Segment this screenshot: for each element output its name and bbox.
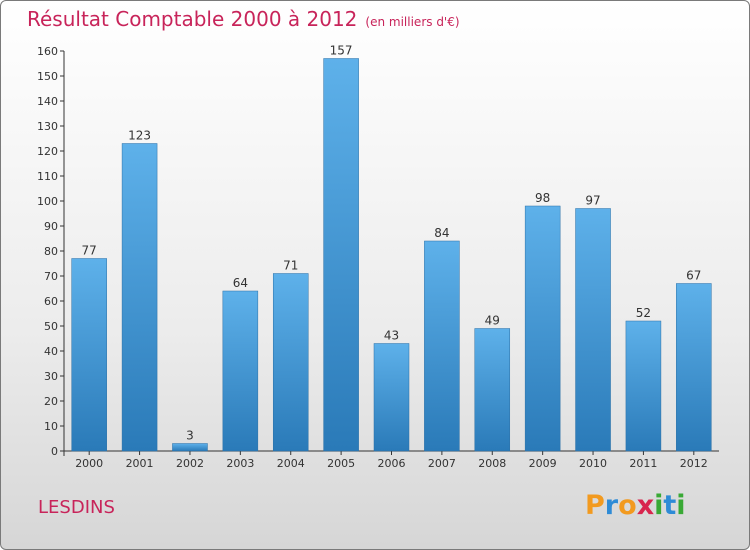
x-tick-label-2005: 2005 [327, 457, 355, 470]
bar-2008 [474, 328, 511, 452]
value-label-2001: 123 [128, 129, 151, 143]
bar-2002 [172, 443, 208, 452]
x-tick-label-2001: 2001 [126, 457, 154, 470]
value-label-2003: 64 [233, 276, 248, 290]
chart-title: Résultat Comptable 2000 à 2012 (en millie… [27, 7, 460, 31]
y-tick-label: 30 [44, 370, 58, 383]
logo-letter: i [654, 490, 664, 521]
logo-letter: r [604, 490, 619, 521]
value-label-2000: 77 [82, 244, 97, 258]
chart-title-text: Résultat Comptable 2000 à 2012 [27, 7, 358, 31]
logo-letter: t [663, 490, 677, 521]
x-tick-label-2010: 2010 [579, 457, 607, 470]
x-tick-label-2008: 2008 [478, 457, 506, 470]
bar-2010 [575, 208, 611, 452]
bar-2004 [272, 273, 309, 452]
chart-unit: (en milliers d'€) [365, 15, 460, 29]
proxiti-logo: Proxiti [585, 490, 686, 521]
bar-2007 [424, 240, 460, 452]
value-label-2009: 98 [535, 191, 550, 205]
value-label-2011: 52 [636, 306, 651, 320]
x-tick-label-2009: 2009 [529, 457, 557, 470]
bar-2001 [121, 143, 158, 452]
bar-2005 [323, 58, 359, 452]
y-tick-label: 10 [44, 420, 58, 433]
y-tick-label: 80 [44, 245, 58, 258]
x-tick-label-2003: 2003 [226, 457, 254, 470]
logo-letter: i [676, 490, 686, 521]
y-tick-label: 100 [37, 195, 58, 208]
bar-2011 [625, 320, 662, 452]
y-tick-label: 20 [44, 395, 58, 408]
value-label-2008: 49 [485, 314, 500, 328]
x-tick-label-2006: 2006 [378, 457, 406, 470]
chart-axes: 0 10 20 30 40 50 60 70 80 90 100 110 120 130 140 150 160… [37, 45, 719, 470]
y-tick-label: 130 [37, 120, 58, 133]
value-label-2012: 67 [686, 269, 701, 283]
logo-letter: x [636, 490, 655, 521]
bar-2006 [373, 343, 410, 452]
value-label-2002: 3 [186, 429, 194, 443]
logo-letter: P [585, 490, 605, 521]
value-label-2005: 157 [330, 44, 353, 58]
value-label-2010: 97 [585, 194, 600, 208]
y-tick-label: 40 [44, 345, 58, 358]
bar-2012 [676, 283, 712, 452]
y-tick-label: 160 [37, 45, 58, 58]
chart-bars: 77 123 3 64 71 157 43 84 49 98 97 52 67 [71, 44, 712, 452]
x-tick-label-2004: 2004 [277, 457, 305, 470]
x-tick-label-2007: 2007 [428, 457, 456, 470]
value-label-2004: 71 [283, 259, 298, 273]
y-tick-label: 70 [44, 270, 58, 283]
x-tick-label-2002: 2002 [176, 457, 204, 470]
y-tick-label: 110 [37, 170, 58, 183]
x-tick-label-2000: 2000 [75, 457, 103, 470]
y-tick-label: 150 [37, 70, 58, 83]
commune-name: LESDINS [38, 497, 115, 518]
y-tick-label: 60 [44, 295, 58, 308]
y-tick-label: 90 [44, 220, 58, 233]
value-label-2006: 43 [384, 329, 399, 343]
bar-2003 [222, 290, 259, 452]
y-tick-label: 0 [51, 445, 58, 458]
y-tick-label: 50 [44, 320, 58, 333]
value-label-2007: 84 [434, 226, 449, 240]
x-tick-label-2011: 2011 [629, 457, 657, 470]
y-tick-label: 140 [37, 95, 58, 108]
bar-2000 [71, 258, 107, 452]
x-tick-label-2012: 2012 [680, 457, 708, 470]
bar-2009 [524, 205, 561, 452]
logo-letter: o [618, 490, 637, 521]
y-tick-label: 120 [37, 145, 58, 158]
